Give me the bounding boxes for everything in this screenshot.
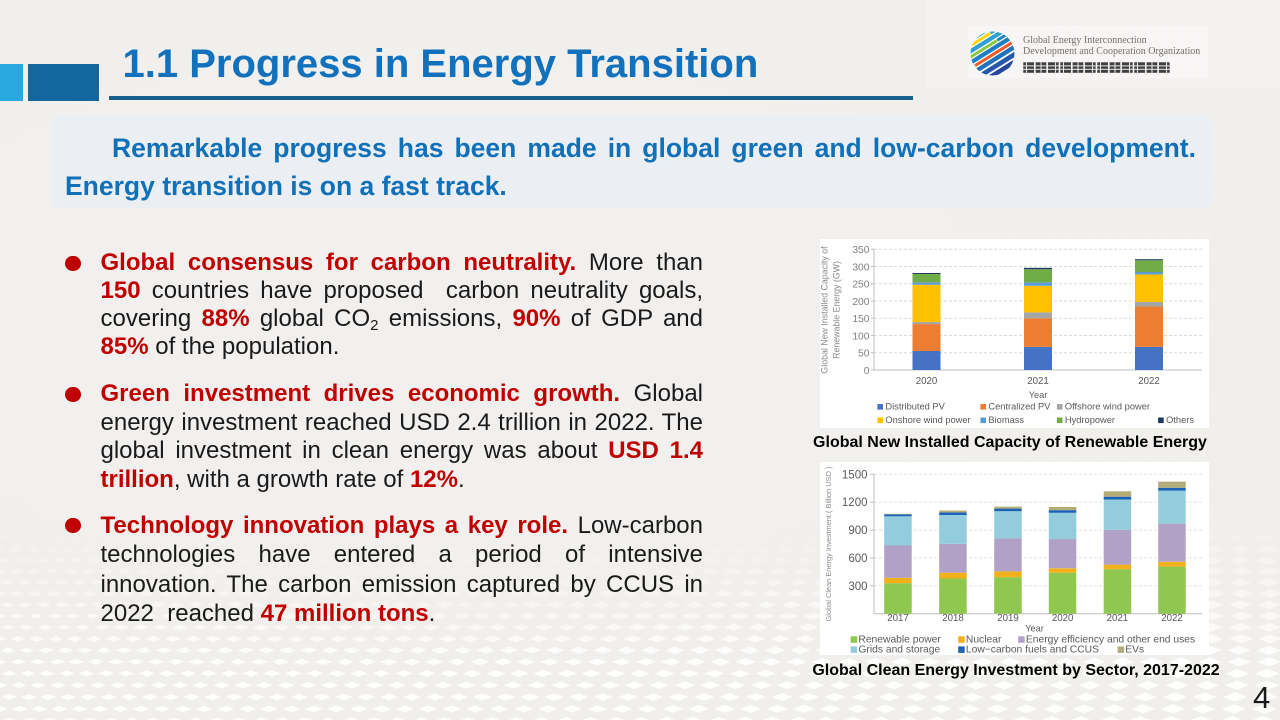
svg-text:Others: Others xyxy=(1166,415,1194,425)
svg-text:2022: 2022 xyxy=(1138,376,1160,387)
svg-text:Nuclear: Nuclear xyxy=(966,635,1002,646)
svg-text:Renewable Energy (GW): Renewable Energy (GW) xyxy=(832,261,842,359)
svg-text:Energy efficiency and other en: Energy efficiency and other end uses xyxy=(1026,635,1195,646)
svg-text:2021: 2021 xyxy=(1107,613,1129,624)
svg-text:Global Clean Energy Investment: Global Clean Energy Investment ( Billion… xyxy=(824,467,833,622)
svg-text:Distributed PV: Distributed PV xyxy=(885,402,945,412)
svg-text:Year: Year xyxy=(1025,624,1044,634)
svg-text:Year: Year xyxy=(1029,390,1048,400)
svg-text:600: 600 xyxy=(848,553,867,565)
svg-text:2017: 2017 xyxy=(887,613,909,624)
svg-text:1200: 1200 xyxy=(842,497,868,509)
svg-text:2020: 2020 xyxy=(1052,613,1074,624)
svg-text:Onshore wind power: Onshore wind power xyxy=(885,415,970,425)
svg-text:EVs: EVs xyxy=(1125,645,1144,656)
svg-text:900: 900 xyxy=(848,525,867,537)
svg-text:300: 300 xyxy=(848,581,867,593)
svg-text:200: 200 xyxy=(852,297,869,308)
svg-text:2018: 2018 xyxy=(942,613,964,624)
svg-text:Biomass: Biomass xyxy=(988,415,1024,425)
svg-text:250: 250 xyxy=(852,280,869,291)
svg-text:350: 350 xyxy=(852,245,869,256)
svg-text:Hydropower: Hydropower xyxy=(1065,415,1115,425)
svg-text:Global New Installed Capacity: Global New Installed Capacity of xyxy=(820,246,830,374)
svg-text:100: 100 xyxy=(852,331,869,342)
svg-text:Low−carbon fuels and CCUS: Low−carbon fuels and CCUS xyxy=(966,645,1099,656)
svg-text:150: 150 xyxy=(852,314,869,325)
svg-text:Centralized PV: Centralized PV xyxy=(988,402,1051,412)
svg-text:Offshore wind power: Offshore wind power xyxy=(1065,402,1150,412)
svg-text:2020: 2020 xyxy=(916,376,938,387)
svg-text:0: 0 xyxy=(864,366,870,377)
svg-text:2021: 2021 xyxy=(1027,376,1049,387)
svg-text:300: 300 xyxy=(852,262,869,273)
svg-text:Grids and storage: Grids and storage xyxy=(858,645,940,656)
svg-text:2022: 2022 xyxy=(1161,613,1183,624)
svg-text:50: 50 xyxy=(858,349,870,360)
svg-text:1500: 1500 xyxy=(842,469,868,481)
svg-text:2019: 2019 xyxy=(997,613,1019,624)
svg-text:Renewable power: Renewable power xyxy=(858,635,941,646)
